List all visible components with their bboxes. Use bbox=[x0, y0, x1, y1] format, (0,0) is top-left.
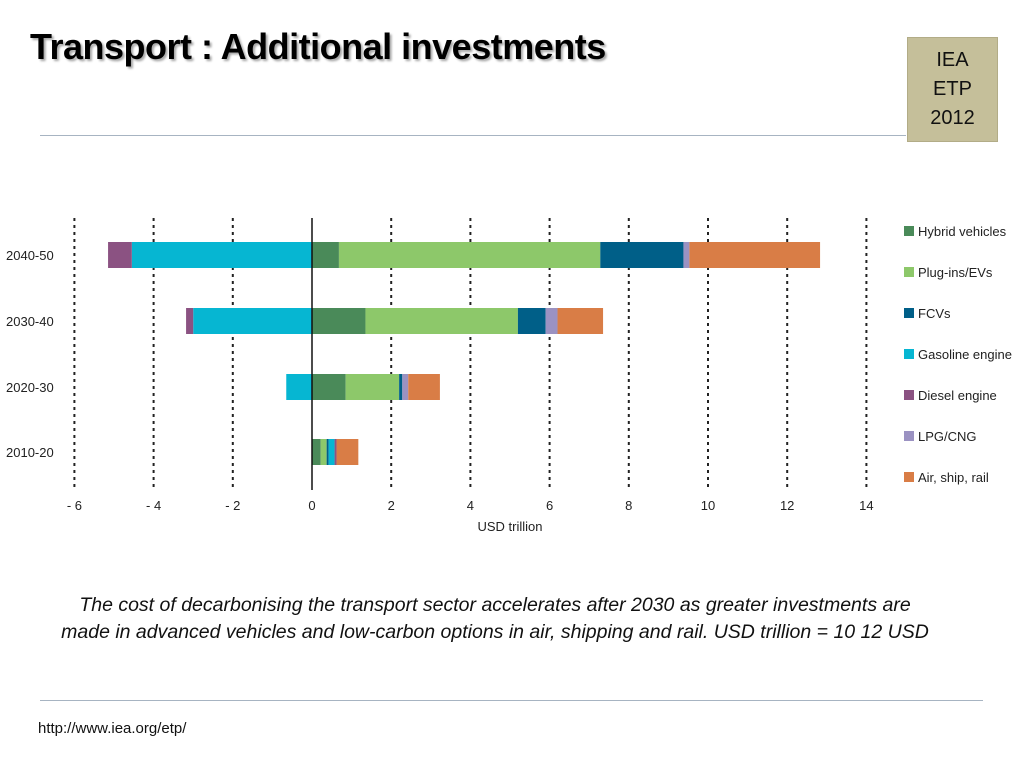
category-label-2020-30: 2020-30 bbox=[6, 380, 54, 395]
x-tick-label-8: 8 bbox=[625, 498, 632, 513]
footer-divider bbox=[40, 700, 983, 701]
bar-2010-20-gasoline-engine bbox=[328, 439, 335, 465]
category-label-2030-40: 2030-40 bbox=[6, 314, 54, 329]
slide-title: Transport : Additional investments bbox=[30, 26, 606, 67]
badge-line-2: ETP bbox=[933, 78, 972, 100]
x-tick-label-2: 2 bbox=[388, 498, 395, 513]
bar-2030-40-plug-ins-evs bbox=[365, 308, 518, 334]
bar-2040-50-hybrid-vehicles bbox=[312, 242, 339, 268]
axis-layer: 2040-50 2030-40 2020-30 2010-20 - 6 - 4 - 2 0 2 4… bbox=[6, 218, 874, 534]
legend-label-gasoline-engine: Gasoline engine bbox=[918, 347, 1012, 362]
legend-swatch-lpg-cng bbox=[904, 431, 914, 441]
bar-2040-50-gasoline-engine bbox=[131, 242, 312, 268]
chart-caption: The cost of decarbonising the transport … bbox=[61, 594, 929, 643]
x-tick-label-0: 0 bbox=[308, 498, 315, 513]
bar-2040-50-diesel-engine bbox=[108, 242, 132, 268]
legend-swatch-hybrid-vehicles bbox=[904, 226, 914, 236]
legend-swatch-gasoline-engine bbox=[904, 349, 914, 359]
bar-2020-30-plug-ins-evs bbox=[345, 374, 400, 400]
x-tick-label-neg6: - 6 bbox=[67, 498, 82, 513]
bar-2020-30-air-ship-rail bbox=[408, 374, 440, 400]
bar-2010-20-plug-ins-evs bbox=[320, 439, 327, 465]
x-tick-label-14: 14 bbox=[859, 498, 873, 513]
x-tick-label-4: 4 bbox=[467, 498, 474, 513]
footer-link[interactable]: http://www.iea.org/etp/ bbox=[38, 720, 187, 737]
category-label-2040-50: 2040-50 bbox=[6, 248, 54, 263]
bar-2010-20-fcvs bbox=[326, 439, 329, 465]
bar-2030-40-air-ship-rail bbox=[557, 308, 604, 334]
badge-line-3: 2012 bbox=[930, 107, 975, 129]
x-axis-label: USD trillion bbox=[477, 519, 542, 534]
category-label-2010-20: 2010-20 bbox=[6, 445, 54, 460]
chart-legend: Hybrid vehicles Plug-ins/EVs FCVs Gasoline … bbox=[904, 224, 1012, 485]
x-tick-label-12: 12 bbox=[780, 498, 794, 513]
bar-2040-50-fcvs bbox=[600, 242, 684, 268]
legend-label-hybrid-vehicles: Hybrid vehicles bbox=[918, 224, 1007, 239]
investment-chart: 2040-50 2030-40 2020-30 2010-20 - 6 - 4 - 2 0 2 4… bbox=[6, 218, 1012, 534]
bar-2040-50-air-ship-rail bbox=[689, 242, 821, 268]
bar-2020-30-lpg-cng bbox=[402, 374, 409, 400]
bar-2010-20-hybrid-vehicles bbox=[312, 439, 321, 465]
legend-label-fcvs: FCVs bbox=[918, 306, 951, 321]
legend-label-diesel-engine: Diesel engine bbox=[918, 388, 997, 403]
legend-label-plug-ins-evs: Plug-ins/EVs bbox=[918, 265, 993, 280]
legend-swatch-fcvs bbox=[904, 308, 914, 318]
bar-2020-30-gasoline-engine bbox=[286, 374, 312, 400]
bars-layer bbox=[108, 242, 821, 465]
x-tick-label-neg2: - 2 bbox=[225, 498, 240, 513]
bar-2010-20-air-ship-rail bbox=[336, 439, 359, 465]
legend-label-air-ship-rail: Air, ship, rail bbox=[918, 470, 989, 485]
bar-2030-40-lpg-cng bbox=[545, 308, 558, 334]
x-tick-label-6: 6 bbox=[546, 498, 553, 513]
x-tick-label-neg4: - 4 bbox=[146, 498, 161, 513]
bar-2010-20-diesel-engine bbox=[334, 439, 337, 465]
bar-2030-40-hybrid-vehicles bbox=[312, 308, 366, 334]
bar-2030-40-diesel-engine bbox=[186, 308, 194, 334]
bar-2030-40-fcvs bbox=[517, 308, 546, 334]
bar-2020-30-hybrid-vehicles bbox=[312, 374, 346, 400]
bar-2040-50-plug-ins-evs bbox=[338, 242, 601, 268]
legend-swatch-plug-ins-evs bbox=[904, 267, 914, 277]
legend-swatch-air-ship-rail bbox=[904, 472, 914, 482]
bar-2040-50-lpg-cng bbox=[683, 242, 690, 268]
iea-etp-badge: IEA ETP 2012 bbox=[907, 37, 998, 142]
badge-line-1: IEA bbox=[936, 49, 969, 71]
bar-2020-30-fcvs bbox=[399, 374, 403, 400]
title-divider bbox=[40, 135, 906, 136]
grid-layer bbox=[73, 218, 868, 490]
legend-swatch-diesel-engine bbox=[904, 390, 914, 400]
x-tick-label-10: 10 bbox=[701, 498, 715, 513]
legend-label-lpg-cng: LPG/CNG bbox=[918, 429, 977, 444]
bar-2030-40-gasoline-engine bbox=[193, 308, 312, 334]
